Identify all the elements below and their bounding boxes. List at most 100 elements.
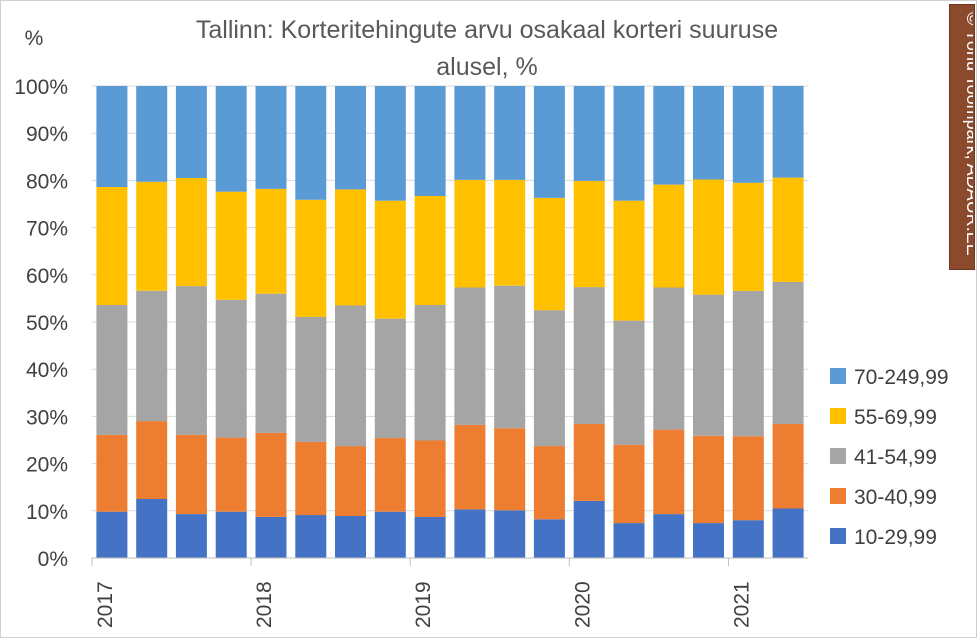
y-tick-label: 90% [26, 123, 68, 146]
bar-segment-10-29,99 [533, 519, 565, 558]
legend-swatch [830, 368, 846, 384]
bar-segment-30-40,99 [693, 435, 724, 524]
legend-swatch [830, 408, 846, 424]
bar-segment-30-40,99 [335, 446, 366, 516]
bar-segment-30-40,99 [533, 446, 565, 520]
y-tick-label: 60% [26, 265, 68, 288]
bar-segment-41-54,99 [454, 287, 486, 425]
x-tick-label: 2020 [571, 581, 594, 628]
bar-segment-10-29,99 [175, 514, 207, 558]
bar-segment-30-40,99 [175, 434, 207, 515]
bar-segment-55-69,99 [454, 179, 486, 288]
y-tick-label: 80% [26, 170, 68, 193]
bar-segment-30-40,99 [374, 438, 406, 512]
bar-segment-55-69,99 [693, 179, 724, 295]
y-tick-label: 10% [26, 501, 68, 524]
bar-segment-55-69,99 [613, 200, 645, 321]
legend-label: 41-54,99 [854, 446, 937, 469]
bar-segment-41-54,99 [136, 290, 168, 422]
legend-label: 30-40,99 [854, 486, 937, 509]
y-tick-label: 0% [38, 548, 68, 571]
bar-segment-41-54,99 [295, 316, 327, 442]
y-tick-label: 100% [14, 76, 68, 99]
bar-segment-10-29,99 [454, 509, 486, 558]
bar-segment-41-54,99 [613, 320, 645, 445]
chart-title: Tallinn: Korteritehingute arvu osakaal k… [196, 16, 778, 81]
bar-segment-70-249,99 [374, 86, 406, 201]
legend-label: 70-249,99 [854, 366, 949, 389]
bar-segment-10-29,99 [136, 499, 168, 558]
bar-segment-10-29,99 [414, 516, 446, 558]
bar-segment-10-29,99 [96, 511, 128, 558]
bar-segment-41-54,99 [215, 299, 247, 438]
bar-segment-55-69,99 [414, 196, 446, 305]
chart-title-line-2: alusel, % [436, 53, 537, 81]
y-tick-label: 50% [26, 312, 68, 335]
bar-segment-41-54,99 [573, 287, 605, 424]
bar-segment-70-249,99 [96, 86, 128, 187]
bar-segment-10-29,99 [295, 515, 327, 558]
bar-segment-70-249,99 [414, 86, 446, 196]
bar-segment-55-69,99 [175, 178, 207, 287]
x-tick-label: 2018 [253, 581, 276, 628]
bars [96, 86, 804, 558]
bar-segment-30-40,99 [653, 429, 685, 515]
bar-segment-30-40,99 [772, 424, 804, 509]
bar-segment-55-69,99 [136, 181, 168, 291]
bar-segment-10-29,99 [732, 520, 764, 558]
bar-segment-10-29,99 [693, 523, 724, 558]
bar-segment-41-54,99 [175, 286, 207, 435]
bar-segment-70-249,99 [255, 86, 287, 189]
bar-segment-10-29,99 [215, 511, 247, 558]
bar-segment-41-54,99 [732, 290, 764, 437]
legend-swatch [830, 528, 846, 544]
bar-segment-70-249,99 [653, 86, 685, 185]
x-tick-label: 2019 [412, 581, 435, 628]
legend-swatch [830, 448, 846, 464]
chart-title-line-1: Tallinn: Korteritehingute arvu osakaal k… [196, 16, 778, 44]
bar-segment-41-54,99 [255, 293, 287, 433]
x-tick-label: 2017 [94, 581, 117, 628]
bar-segment-55-69,99 [96, 187, 128, 305]
bar-segment-30-40,99 [255, 432, 287, 517]
legend: 70-249,99 55-69,99 41-54,99 30-40,99 10-29,9… [830, 366, 949, 549]
bar-segment-10-29,99 [653, 514, 685, 558]
bar-segment-41-54,99 [693, 294, 724, 436]
bar-segment-41-54,99 [533, 310, 565, 447]
y-tick-label: 30% [26, 406, 68, 429]
bar-segment-30-40,99 [732, 436, 764, 521]
bar-segment-30-40,99 [414, 440, 446, 517]
bar-segment-70-249,99 [732, 86, 764, 183]
y-unit-label: % [25, 27, 44, 50]
legend-label: 10-29,99 [854, 526, 937, 549]
bar-segment-70-249,99 [335, 86, 366, 190]
bar-segment-70-249,99 [573, 86, 605, 181]
legend-label: 55-69,99 [854, 406, 937, 429]
y-tick-label: 20% [26, 454, 68, 477]
credit-badge [949, 4, 975, 270]
bar-segment-10-29,99 [494, 510, 526, 558]
y-axis-ticks: 0% 10% 20% 30% 40% 50% 60% 70% 80% 90% 100% [14, 76, 68, 571]
bar-segment-70-249,99 [175, 86, 207, 178]
bar-segment-70-249,99 [136, 86, 168, 182]
bar-segment-10-29,99 [255, 516, 287, 558]
bar-segment-55-69,99 [653, 184, 685, 288]
bar-segment-41-54,99 [772, 281, 804, 424]
bar-segment-30-40,99 [613, 444, 645, 524]
bar-segment-55-69,99 [533, 197, 565, 311]
bar-segment-30-40,99 [494, 428, 526, 511]
bar-segment-30-40,99 [454, 424, 486, 510]
bar-segment-30-40,99 [215, 437, 247, 512]
credit-label: © Tõnu Toompark, ADAUR.EE [963, 12, 973, 256]
bar-segment-70-249,99 [215, 86, 247, 192]
y-tick-label: 40% [26, 359, 68, 382]
bar-segment-41-54,99 [414, 305, 446, 441]
bar-segment-55-69,99 [573, 180, 605, 288]
bar-segment-10-29,99 [772, 508, 804, 558]
bar-segment-41-54,99 [374, 318, 406, 439]
credit-text: © Tõnu Toompark, ADAUR.EE [963, 12, 973, 256]
bar-segment-55-69,99 [374, 200, 406, 319]
bar-segment-10-29,99 [613, 523, 645, 558]
x-tick-label: 2021 [730, 581, 753, 628]
